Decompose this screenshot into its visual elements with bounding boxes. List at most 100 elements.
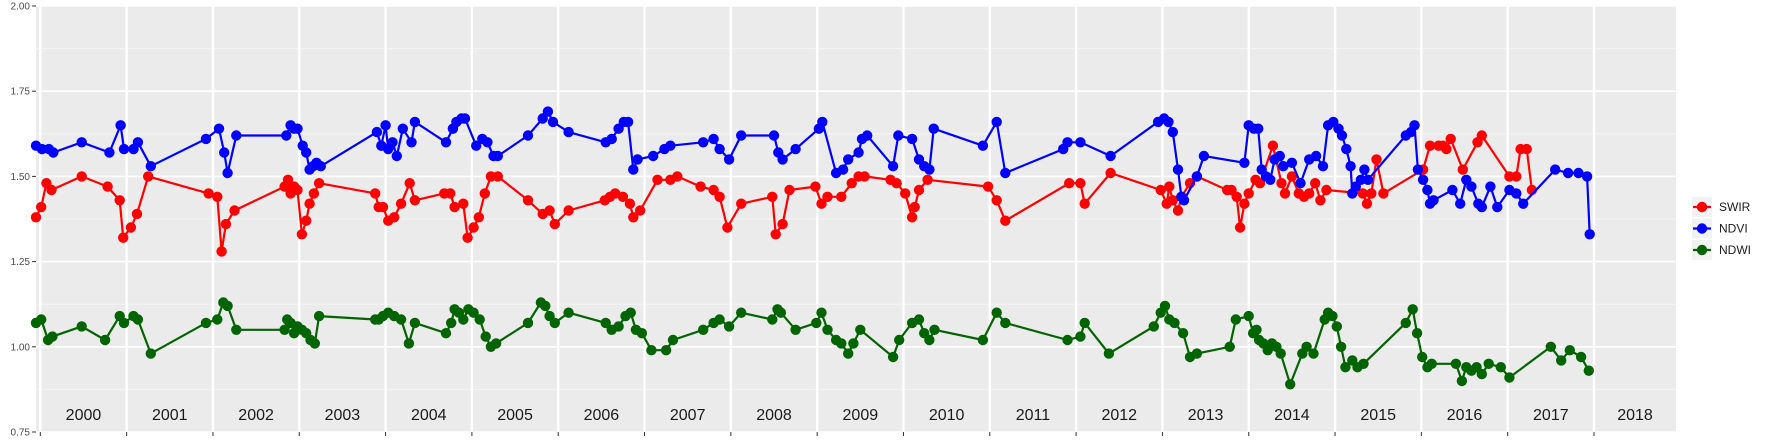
data-point-swir (46, 184, 57, 196)
data-point-swir (816, 198, 827, 209)
data-point-ndwi (1079, 317, 1090, 329)
data-point-ndwi (1308, 348, 1319, 359)
data-point-swir (1321, 184, 1332, 196)
data-point-swir (1457, 164, 1469, 175)
data-point-ndvi (1317, 161, 1329, 172)
data-point-ndwi (660, 345, 672, 356)
data-point-swir (913, 184, 925, 196)
data-point-ndvi (1310, 150, 1322, 162)
data-point-swir (125, 222, 137, 233)
data-point-ndwi (1000, 317, 1011, 329)
data-point-swir (449, 201, 460, 213)
data-point-ndwi (1556, 355, 1567, 366)
data-point-ndwi (446, 317, 457, 329)
data-point-ndvi (281, 130, 292, 141)
data-point-swir (404, 178, 415, 189)
data-point-swir (1378, 188, 1389, 199)
year-label: 2014 (1274, 407, 1310, 424)
year-label: 2013 (1188, 407, 1224, 424)
data-point-ndvi (222, 167, 233, 179)
data-point-swir (473, 212, 484, 223)
data-point-ndwi (924, 334, 935, 346)
data-point-ndvi (145, 161, 156, 172)
data-point-ndwi (855, 324, 866, 335)
data-point-swir (1172, 205, 1184, 216)
data-point-ndvi (104, 147, 115, 158)
data-point-ndvi (492, 150, 503, 162)
data-point-ndwi (811, 317, 822, 329)
year-label: 2002 (238, 407, 274, 424)
data-point-ndwi (894, 334, 905, 346)
data-point-ndvi (790, 143, 801, 155)
data-point-swir (1304, 188, 1315, 199)
data-point-ndvi (1278, 161, 1289, 172)
data-point-swir (76, 171, 87, 182)
year-label: 2001 (152, 407, 188, 424)
data-point-ndwi (309, 338, 320, 349)
data-point-ndvi (409, 116, 421, 128)
data-point-ndwi (775, 307, 787, 318)
data-point-swir (1267, 140, 1279, 151)
data-point-ndvi (1295, 178, 1306, 189)
data-point-ndwi (409, 317, 421, 329)
data-point-ndvi (853, 147, 864, 158)
data-point-ndwi (736, 307, 747, 318)
data-point-ndvi (928, 123, 939, 134)
data-point-ndwi (540, 300, 551, 312)
data-point-ndwi (279, 324, 290, 335)
data-point-swir (1254, 178, 1266, 189)
data-point-swir (212, 191, 223, 202)
y-axis: 0.75 1.00 1.25 1.50 1.75 2.00 (11, 2, 1595, 439)
data-point-swir (1286, 171, 1298, 182)
data-point-swir (1315, 195, 1326, 206)
data-point-swir (695, 181, 706, 192)
data-point-ndwi (723, 321, 735, 332)
data-point-ndvi (1485, 181, 1496, 192)
year-label: 2012 (1101, 407, 1137, 424)
data-point-ndvi (1447, 184, 1458, 196)
data-point-ndwi (913, 314, 925, 325)
data-point-ndvi (1466, 181, 1477, 192)
data-point-ndwi (468, 307, 479, 318)
data-point-swir (304, 198, 315, 209)
data-point-ndvi (924, 164, 935, 175)
data-point-ndwi (1400, 317, 1412, 329)
data-point-swir (143, 171, 154, 182)
data-point-swir (1075, 178, 1086, 189)
data-point-ndwi (1243, 310, 1254, 322)
data-point-ndwi (1417, 351, 1428, 363)
data-point-ndwi (1456, 375, 1468, 387)
data-point-swir (1476, 130, 1488, 141)
data-point-swir (1276, 178, 1287, 189)
data-point-ndwi (1335, 341, 1347, 352)
data-point-ndvi (1265, 174, 1276, 185)
y-tick-label: 1.00 (11, 342, 31, 353)
data-point-ndwi (600, 317, 611, 329)
year-label: 2008 (756, 407, 792, 424)
data-point-ndwi (76, 321, 87, 332)
data-point-swir (1239, 198, 1250, 209)
data-point-swir (1521, 143, 1532, 155)
data-point-ndvi (1422, 184, 1433, 196)
data-point-ndwi (1191, 348, 1203, 359)
data-point-swir (909, 201, 920, 213)
data-point-swir (203, 188, 214, 199)
data-point-ndvi (1573, 167, 1584, 179)
data-point-ndwi (200, 317, 212, 329)
data-point-swir (891, 178, 902, 189)
year-label: 2015 (1360, 407, 1396, 424)
data-point-swir (36, 201, 47, 213)
data-point-swir (784, 184, 795, 196)
year-label: 2004 (411, 407, 447, 424)
data-point-swir (445, 188, 456, 199)
data-point-ndwi (1062, 334, 1073, 346)
data-point-ndvi (547, 116, 559, 128)
data-point-swir (229, 205, 240, 216)
data-point-swir (301, 215, 312, 226)
data-point-ndvi (665, 140, 676, 151)
data-point-ndvi (48, 147, 59, 158)
data-point-ndwi (1483, 358, 1494, 369)
data-point-swir (859, 171, 870, 182)
data-point-ndwi (1148, 321, 1160, 332)
